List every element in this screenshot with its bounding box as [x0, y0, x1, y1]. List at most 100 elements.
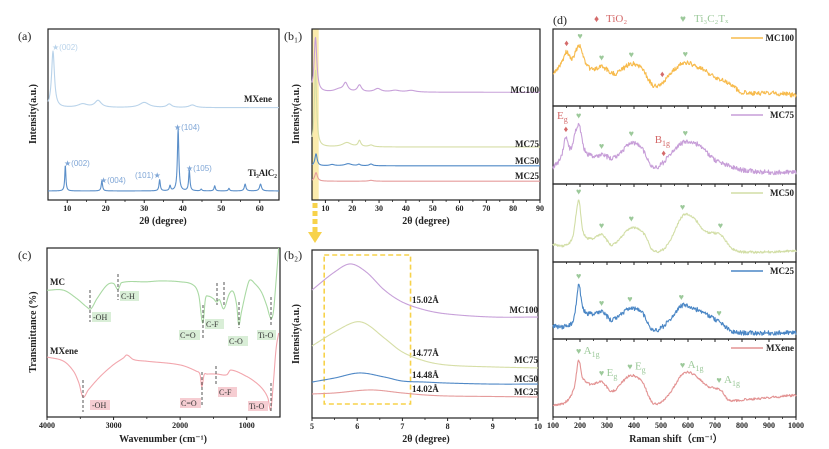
- a-annotation-002-mxene: ★(002): [52, 43, 78, 52]
- d-line-mc75: [552, 122, 797, 176]
- b1-xlabel: 2θ (degree): [402, 216, 450, 227]
- b2-xtick-label: 9: [491, 422, 495, 431]
- b1-xtick-label: 80: [509, 204, 517, 213]
- c-mc-cf-label: C-F: [206, 320, 219, 329]
- c-mc-co-double-box: [179, 330, 200, 340]
- c-mxene-cf-label: C-F: [219, 388, 232, 397]
- d-line-mc50: [552, 199, 797, 254]
- diamond-icon: ♦: [660, 69, 665, 79]
- heart-icon: ♥: [599, 368, 604, 378]
- heart-icon: ♥: [683, 128, 688, 138]
- b2-label-mc25: MC25: [514, 387, 538, 397]
- b2-ylabel: Intensity(a.u.): [291, 304, 302, 364]
- c-plot-frame: [46, 247, 281, 418]
- b1-highlight-band: [312, 29, 319, 200]
- heart-icon: ♥: [576, 111, 581, 121]
- panel-label-b1: (b₁): [284, 29, 302, 43]
- b1-connector-dash: [312, 219, 318, 224]
- d-legend-label: MC25: [770, 266, 794, 276]
- c-xtick-label: 2000: [172, 421, 188, 430]
- a-plot-frame: [47, 28, 280, 201]
- d-mxene-xtick-label: 800: [736, 421, 748, 430]
- b1-connector-dash: [312, 227, 318, 232]
- d-subplot-mc50: MC50 ♥ ♥ ♥ ♥ ♥: [552, 183, 797, 265]
- b1-label-mc25: MC25: [515, 171, 539, 181]
- b1-xtick-label: 60: [456, 204, 464, 213]
- d-mxene-xtick-label: 100: [547, 421, 559, 430]
- d-line-mxene: [552, 359, 797, 407]
- a-xlabel: 2θ (degree): [139, 216, 187, 227]
- b1-label-mc100: MC100: [511, 85, 540, 95]
- heart-icon: ♥: [629, 50, 634, 60]
- b1-xtick-label: 90: [536, 204, 544, 213]
- a-xtick-label: 20: [102, 204, 110, 213]
- diamond-icon: ♦: [564, 124, 569, 134]
- c-xlabel: Wavenumber (cm⁻¹): [119, 434, 207, 445]
- heart-icon: ♥: [599, 221, 604, 231]
- b2-dspacing-mc25: 14.02Å: [412, 384, 439, 394]
- c-mxene-oh-box: [90, 400, 110, 410]
- heart-icon: ♥: [577, 31, 582, 41]
- d-legend-label: MC50: [770, 188, 794, 198]
- b1-ylabel: Intensity(a.u.): [291, 84, 302, 144]
- diamond-icon: ♦: [594, 14, 599, 25]
- d-mode-label: Eg: [635, 361, 646, 375]
- b1-label-mc50: MC50: [515, 156, 539, 166]
- panel-label-d: (d): [553, 13, 567, 27]
- heart-icon: ♥: [599, 298, 604, 308]
- c-xtick-label: 1000: [239, 421, 255, 430]
- b2-line-mc50: [311, 372, 538, 385]
- d-mode-label: Eg: [607, 367, 618, 381]
- b2-line-mc25: [311, 389, 539, 398]
- diamond-icon: ♦: [564, 38, 569, 48]
- b2-xtick-label: 6: [355, 422, 359, 431]
- b1-line-mc100: [311, 36, 541, 93]
- b2-line-mc75: [311, 321, 539, 369]
- b1-label-mc75: MC75: [515, 139, 539, 149]
- d-legend-label: MXene: [766, 343, 794, 353]
- d-subplot-mc100: MC100 ♦ ♥ ♥ ♥ ♦ ♥: [552, 28, 797, 109]
- c-mxene-oh-label: -OH: [92, 401, 106, 410]
- b2-label-mc100: MC100: [510, 305, 539, 315]
- d-mode-label: Eg: [557, 110, 568, 124]
- heart-icon: ♥: [576, 186, 581, 196]
- c-mxene-co-double-label: C=O: [181, 399, 197, 408]
- c-xtick-label: 4000: [39, 421, 55, 430]
- chart-b1: 10 20 30 40 50 60 70 80 90: [311, 28, 544, 213]
- a-xtick-label: 60: [256, 204, 264, 213]
- b1-xtick-label: 40: [402, 204, 410, 213]
- b1-line-mc75: [311, 69, 541, 148]
- a-xtick-label: 50: [217, 204, 225, 213]
- c-label-mxene: MXene: [50, 346, 78, 356]
- c-xtick-label: 3000: [106, 421, 122, 430]
- c-mxene-tio-label: Ti-O: [249, 402, 264, 411]
- c-label-mc: MC: [50, 277, 65, 287]
- b2-highlight-box: [323, 254, 412, 405]
- c-mc-cf-box: [205, 319, 224, 329]
- arrow-down-icon: [308, 232, 322, 243]
- heart-icon: ♥: [576, 271, 581, 281]
- d-mxene-xtick-label: 500: [655, 421, 667, 430]
- heart-icon: ♥: [627, 294, 632, 304]
- d-xlabel: Raman shift（cm⁻¹）: [629, 432, 723, 445]
- heart-icon: ♥: [680, 360, 685, 370]
- chart-b2: 5 6 7 8 9 10: [310, 249, 542, 431]
- c-mc-oh-box: [92, 312, 111, 322]
- c-mxene-cf-box: [218, 387, 237, 397]
- b2-xlabel: 2θ (degree): [402, 434, 450, 445]
- d-subplot-mc25: MC25 ♥ ♥ ♥ ♥ ♥: [552, 261, 797, 342]
- heart-icon: ♥: [599, 141, 604, 151]
- c-annotations: -OH C-H C=O C-F C-O Ti-O -OH C=O C-F Ti-…: [82, 274, 276, 413]
- d-mxene-xtick-label: 600: [682, 421, 694, 430]
- a-label-ti3alc2: Ti₃AlC₂: [248, 168, 278, 178]
- c-line-mxene: [46, 332, 280, 411]
- a-annotation-105: ★(105): [186, 164, 212, 173]
- d-mxene-xtick-label: 300: [601, 421, 613, 430]
- b2-label-mc75: MC75: [514, 355, 538, 365]
- b1-xtick-label: 20: [348, 204, 356, 213]
- heart-icon: ♥: [683, 49, 688, 59]
- c-mc-co-double-label: C=O: [180, 331, 196, 340]
- panel-label-c: (c): [18, 248, 31, 262]
- b1-connector-dash: [312, 203, 318, 208]
